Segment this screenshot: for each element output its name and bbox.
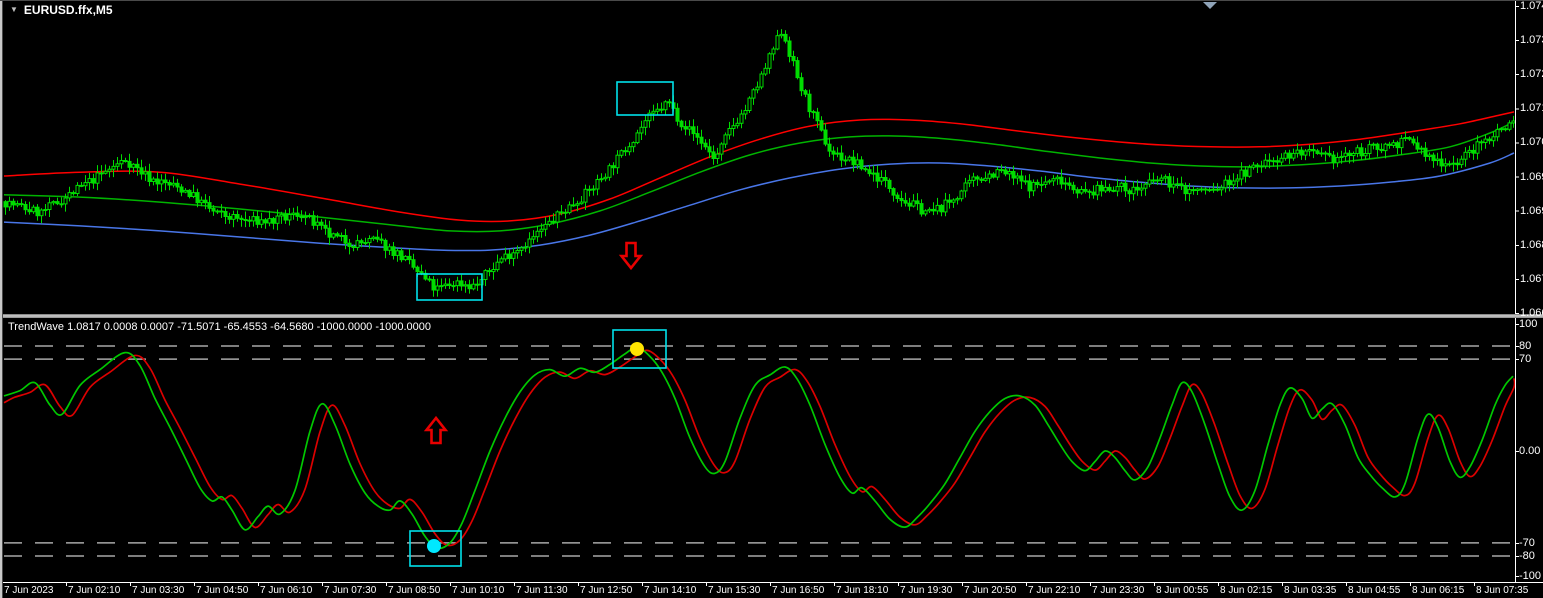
trendwave-green-line — [3, 346, 1514, 550]
sell-zone-box[interactable] — [616, 81, 674, 116]
ma-blue-lower-group — [3, 152, 1515, 252]
chart-title: ▼ EURUSD.ffx,M5 — [10, 3, 113, 17]
ma-green-middle — [3, 121, 1515, 233]
trendwave-series — [3, 346, 1516, 550]
time-tick-label: 8 Jun 06:15 — [1412, 585, 1465, 596]
shift-marker[interactable] — [1203, 2, 1217, 9]
time-tick-label: 7 Jun 14:10 — [644, 585, 697, 596]
price-tick-label: 1.067 — [1520, 272, 1543, 285]
time-tick-label: 7 Jun 20:50 — [964, 585, 1017, 596]
time-tick-label: 7 Jun 16:50 — [772, 585, 825, 596]
time-tick-label: 7 Jun 22:10 — [1028, 585, 1081, 596]
window-border-top — [0, 0, 1543, 1]
window-border-left — [0, 0, 2, 598]
time-tick-label: 7 Jun 15:30 — [708, 585, 761, 596]
time-tick-label: 7 Jun 18:10 — [836, 585, 889, 596]
sell-arrow-icon[interactable] — [618, 241, 644, 271]
ma-blue-lower — [3, 152, 1515, 252]
axis-frame — [0, 0, 1543, 586]
candlestick-series — [3, 29, 1516, 297]
price-tick-label: 1.068 — [1520, 238, 1543, 251]
price-tick-label: 1.073 — [1520, 34, 1543, 47]
sell-signal-dot[interactable] — [630, 342, 644, 356]
time-tick-label: 7 Jun 10:10 — [452, 585, 505, 596]
time-tick-label: 7 Jun 07:30 — [324, 585, 377, 596]
ma-red-upper-group — [3, 111, 1515, 223]
indicator-level-label: -100 — [1519, 570, 1542, 582]
window-border-left-inner — [2, 0, 3, 598]
time-tick-label: 7 Jun 19:30 — [900, 585, 953, 596]
time-tick-label: 7 Jun 12:50 — [580, 585, 633, 596]
symbol-dropdown-icon[interactable]: ▼ — [10, 5, 18, 14]
signal-dots[interactable] — [427, 342, 644, 553]
time-tick-label: 7 Jun 06:10 — [260, 585, 313, 596]
buy-zone-box[interactable] — [416, 273, 483, 301]
price-tick-label: 1.071 — [1520, 102, 1543, 115]
indicator-level-label: 80 — [1519, 340, 1532, 352]
time-tick-label: 7 Jun 11:30 — [516, 585, 568, 596]
time-tick-label: 7 Jun 08:50 — [388, 585, 441, 596]
price-tick-label: 1.070 — [1520, 136, 1543, 149]
overbought-signal-box[interactable] — [612, 329, 667, 369]
buy-arrow-icon[interactable] — [423, 415, 449, 445]
price-tick-label: 1.066 — [1520, 307, 1543, 319]
ma-red-upper — [3, 111, 1515, 223]
time-tick-label: 7 Jun 03:30 — [132, 585, 185, 596]
chart-shift-marker-icon[interactable] — [1203, 2, 1217, 9]
time-tick-label: 8 Jun 03:35 — [1284, 585, 1337, 596]
time-tick-label: 8 Jun 00:55 — [1156, 585, 1209, 596]
time-tick-label: 8 Jun 02:15 — [1220, 585, 1273, 596]
pane-splitter[interactable] — [0, 314, 1543, 318]
symbol-timeframe-label: EURUSD.ffx,M5 — [23, 3, 113, 17]
price-tick-label: 1.069 — [1520, 170, 1543, 183]
buy-signal-dot[interactable] — [427, 539, 441, 553]
time-tick-label: 7 Jun 04:50 — [196, 585, 249, 596]
signal-boxes[interactable] — [409, 81, 674, 567]
signal-arrows[interactable] — [423, 241, 644, 445]
time-tick-label: 8 Jun 04:55 — [1348, 585, 1401, 596]
ma-green-middle-group — [3, 121, 1515, 233]
price-tick-label: 1.069 — [1520, 204, 1543, 217]
indicator-level-label: -80 — [1519, 550, 1535, 562]
indicator-values-line: TrendWave 1.0817 0.0008 0.0007 -71.5071 … — [8, 321, 432, 333]
indicator-level-label: 70 — [1519, 353, 1532, 366]
time-tick-label: 7 Jun 2023 — [4, 585, 54, 596]
indicator-level-label: -70 — [1519, 536, 1535, 549]
price-tick-label: 1.074 — [1520, 0, 1543, 12]
indicator-level-label: 100 — [1519, 318, 1538, 330]
oversold-signal-box[interactable] — [409, 530, 462, 567]
price-tick-label: 1.072 — [1520, 68, 1543, 81]
time-tick-label: 8 Jun 07:35 — [1476, 585, 1529, 596]
trendwave-red-line — [3, 349, 1516, 547]
indicator-level-label: 0.00 — [1519, 445, 1541, 457]
time-tick-label: 7 Jun 02:10 — [68, 585, 121, 596]
oscillator-level-lines — [4, 345, 1514, 557]
time-tick-label: 7 Jun 23:30 — [1092, 585, 1145, 596]
